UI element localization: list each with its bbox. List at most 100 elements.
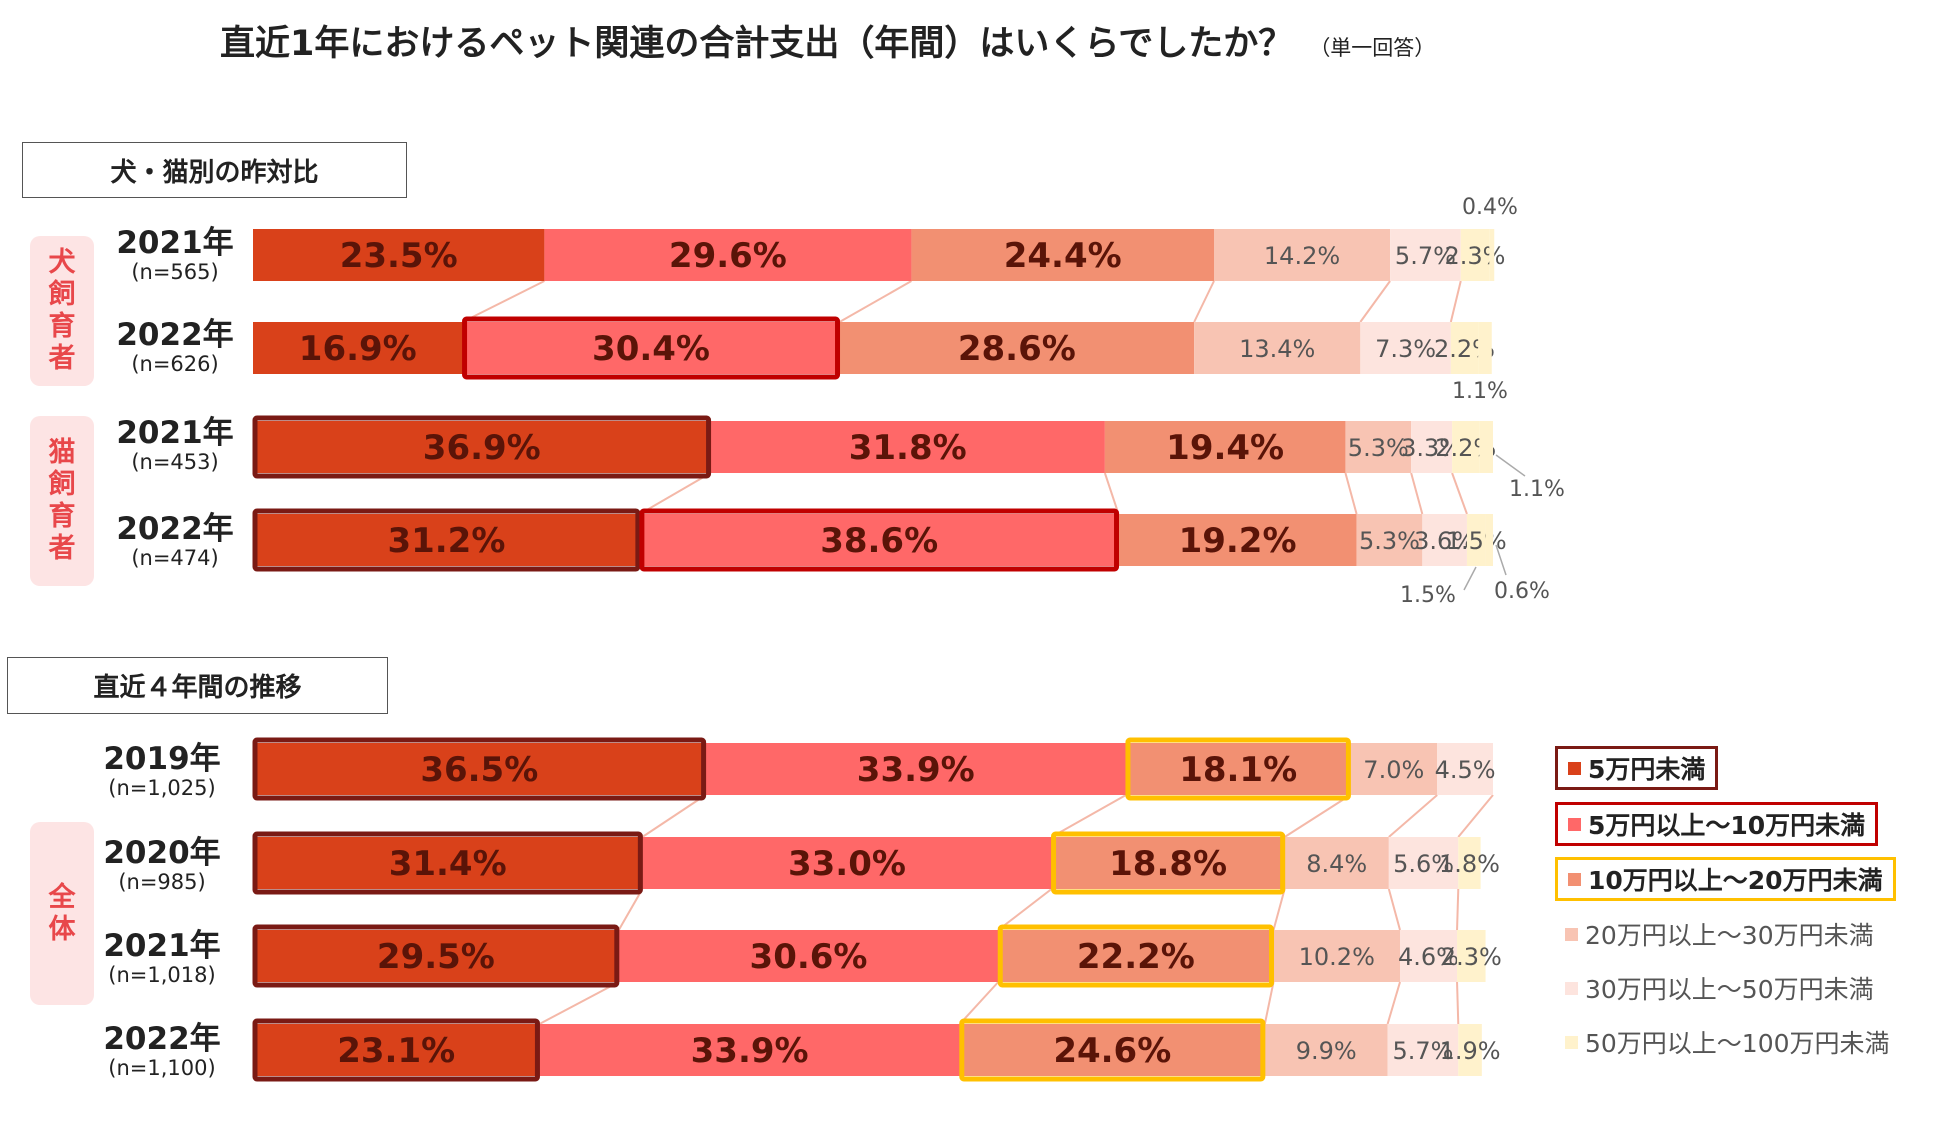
legend-swatch — [1565, 1035, 1578, 1049]
row-year: 2019年 — [103, 741, 221, 777]
legend-item: 20万円以上～30万円未満 — [1555, 912, 1884, 956]
callout-line — [1463, 566, 1477, 591]
data-label: 36.5% — [420, 750, 538, 790]
data-label: 24.6% — [1053, 1031, 1171, 1071]
row-year: 2022年 — [103, 1021, 221, 1057]
legend-swatch — [1568, 872, 1581, 886]
data-label: 5.6% — [1393, 850, 1454, 878]
bar-segment — [959, 1024, 1265, 1076]
row-label: 2022年 (n=1,100) — [87, 1022, 237, 1080]
data-label: 30.6% — [750, 937, 868, 977]
row-label: 2020年 (n=985) — [87, 836, 237, 894]
data-label: 7.3% — [1375, 335, 1436, 363]
connector-line — [639, 472, 712, 515]
data-label: 19.2% — [1179, 521, 1297, 561]
connector-line — [1359, 280, 1391, 323]
data-label: 8.4% — [1306, 850, 1367, 878]
data-label: 23.1% — [337, 1031, 455, 1071]
row-label: 2021年 (n=1,018) — [87, 929, 237, 987]
data-label: 1.9% — [1440, 1037, 1501, 1065]
row-label: 2022年 (n=474) — [100, 512, 250, 570]
legend-swatch — [1565, 981, 1578, 995]
row-n: (n=453) — [131, 450, 219, 474]
row-label: 2022年 (n=626) — [100, 318, 250, 376]
highlight-outline — [462, 316, 841, 380]
connector-line — [1451, 472, 1468, 515]
connector-line — [617, 888, 644, 931]
bar-segment — [544, 229, 912, 281]
row-year: 2021年 — [103, 928, 221, 964]
row-n: (n=1,100) — [108, 1056, 216, 1080]
data-label: 38.6% — [820, 521, 938, 561]
highlight-outline — [252, 508, 641, 572]
connector-line — [1386, 981, 1401, 1025]
bar-segment — [1457, 930, 1486, 982]
data-label: 2.3% — [1445, 242, 1506, 270]
bar-segment — [1466, 514, 1486, 566]
row-n: (n=985) — [118, 870, 206, 894]
data-label: 23.5% — [340, 236, 458, 276]
bar-segment — [1422, 514, 1467, 566]
data-label: 5.3% — [1348, 434, 1409, 462]
connector-line — [1456, 981, 1460, 1025]
highlight-outline — [252, 924, 620, 988]
bar-segment — [1125, 743, 1351, 795]
title-main: 直近1年におけるペット関連の合計支出（年間）はいくらでしたか？ — [220, 24, 1294, 64]
bar-segment — [911, 229, 1214, 281]
data-label: 3.6% — [1414, 527, 1475, 555]
connector-line — [1387, 888, 1401, 931]
bar-segment — [253, 322, 463, 374]
legend-item: 10万円以上～20万円未満 — [1555, 857, 1896, 901]
callout-label: 0.4% — [1462, 195, 1518, 220]
highlight-outline — [252, 831, 643, 895]
row-year: 2021年 — [116, 225, 234, 261]
highlight-outline — [959, 1018, 1266, 1082]
group-tag-all: 全体 — [30, 822, 94, 1005]
bar-segment — [1350, 743, 1438, 795]
data-label: 1.8% — [1439, 850, 1500, 878]
bar-segment — [1489, 229, 1495, 281]
group-tag-cat: 猫飼育者 — [30, 416, 94, 586]
data-label: 18.1% — [1179, 750, 1297, 790]
data-label: 4.5% — [1435, 756, 1496, 784]
connector-line — [1263, 981, 1275, 1025]
data-label: 29.6% — [669, 236, 787, 276]
bar-segment — [1485, 514, 1493, 566]
data-label: 33.9% — [857, 750, 975, 790]
bar-segment — [539, 1024, 960, 1076]
data-label: 29.5% — [377, 937, 495, 977]
bar-segment — [253, 421, 711, 473]
legend-item: 5万円未満 — [1555, 746, 1719, 790]
bar-segment — [1356, 514, 1423, 566]
bar-segment — [1458, 837, 1481, 889]
bar-segment — [1437, 743, 1493, 795]
data-label: 18.8% — [1109, 844, 1227, 884]
data-label: 30.4% — [592, 329, 710, 369]
connector-line — [1193, 280, 1215, 323]
data-label: 3.3% — [1401, 434, 1462, 462]
connector-line — [839, 280, 912, 323]
connector-line — [1456, 888, 1460, 931]
data-label: 1.5% — [1446, 527, 1507, 555]
connector-line — [1284, 794, 1351, 838]
highlight-outline — [997, 924, 1275, 988]
highlight-outline — [252, 1018, 540, 1082]
legend-swatch — [1568, 761, 1581, 775]
section-label-trend: 直近４年間の推移 — [7, 657, 388, 714]
bar-segment — [462, 322, 840, 374]
bar-segment — [1214, 229, 1391, 281]
connector-line — [1344, 472, 1358, 515]
bar-segment — [1118, 514, 1357, 566]
connector-line — [997, 888, 1053, 931]
bar-segment — [639, 514, 1119, 566]
bar-segment — [1104, 421, 1346, 473]
title-note: （単一回答） — [1309, 36, 1436, 60]
row-label: 2021年 (n=453) — [100, 416, 250, 474]
bar-segment — [1360, 322, 1451, 374]
legend-swatch — [1565, 927, 1578, 941]
legend-label: 5万円以上～10万円未満 — [1588, 811, 1866, 840]
legend-item: 30万円以上～50万円未満 — [1555, 966, 1884, 1010]
data-label: 9.9% — [1296, 1037, 1357, 1065]
bar-segment — [253, 514, 640, 566]
bar-segment — [1345, 421, 1412, 473]
